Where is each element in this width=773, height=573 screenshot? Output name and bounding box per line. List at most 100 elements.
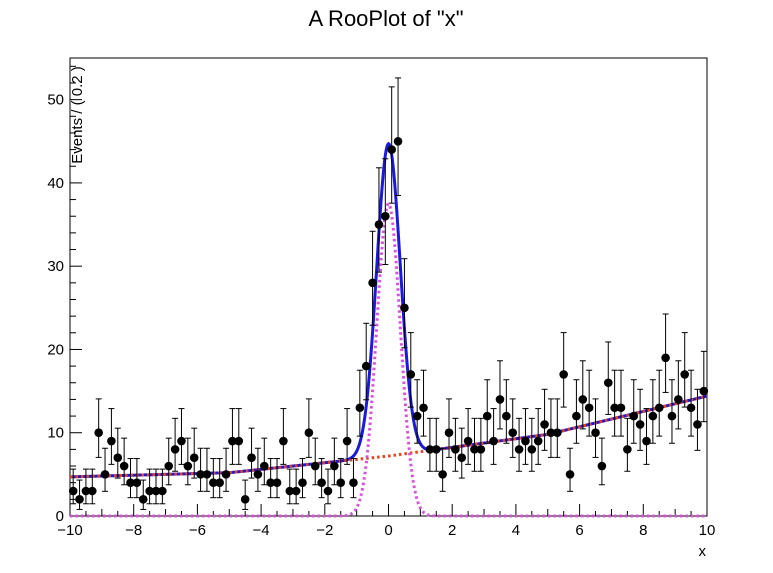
- data-marker: [209, 478, 218, 487]
- data-marker: [686, 403, 696, 413]
- data-marker: [699, 386, 709, 396]
- data-point: [349, 458, 358, 499]
- data-point: [540, 388, 549, 451]
- x-tick-label: 10: [699, 522, 716, 539]
- data-point: [170, 417, 180, 472]
- data-point: [240, 479, 250, 510]
- data-marker: [495, 395, 505, 404]
- data-marker: [597, 461, 607, 471]
- data-point: [508, 398, 518, 458]
- y-tick-label: 10: [47, 425, 64, 442]
- y-tick-label: 50: [47, 92, 64, 109]
- data-point: [533, 408, 543, 465]
- data-marker: [94, 428, 103, 438]
- x-axis-label: x: [699, 543, 707, 560]
- x-tick-label: 8: [639, 522, 647, 539]
- data-marker: [565, 470, 575, 479]
- data-point: [400, 258, 409, 349]
- data-marker: [623, 445, 632, 454]
- data-marker: [419, 403, 428, 413]
- data-marker: [259, 461, 269, 471]
- y-tick-label: 40: [47, 175, 64, 192]
- data-point: [495, 360, 505, 430]
- data-marker: [533, 436, 543, 446]
- data-point: [196, 447, 205, 492]
- data-point: [304, 398, 314, 458]
- data-point: [75, 479, 84, 510]
- data-marker: [355, 403, 365, 413]
- data-point: [279, 408, 288, 465]
- data-point: [610, 369, 619, 437]
- data-point: [393, 77, 403, 196]
- data-point: [336, 458, 346, 499]
- plot-frame-rect: [69, 57, 708, 517]
- data-point: [368, 230, 377, 326]
- data-marker: [674, 395, 683, 404]
- data-point: [87, 468, 97, 505]
- data-point: [355, 369, 365, 437]
- data-marker: [553, 428, 562, 438]
- data-point: [374, 167, 384, 273]
- data-marker: [279, 436, 288, 446]
- data-marker: [247, 453, 256, 463]
- plot-frame: [69, 57, 708, 517]
- data-marker: [648, 411, 658, 421]
- data-marker: [546, 428, 556, 438]
- x-tick-label: −10: [57, 522, 82, 539]
- data-point: [81, 468, 91, 505]
- data-marker: [457, 453, 467, 463]
- data-point: [699, 350, 709, 423]
- data-marker: [425, 445, 435, 454]
- data-point: [521, 408, 530, 465]
- data-point: [635, 388, 645, 451]
- data-point: [463, 408, 473, 465]
- data-marker: [559, 370, 568, 379]
- data-marker: [342, 436, 352, 446]
- data-point: [253, 447, 263, 492]
- data-point: [189, 427, 199, 479]
- data-point: [667, 379, 677, 444]
- data-marker: [521, 436, 530, 446]
- data-marker: [266, 478, 275, 487]
- data-marker: [304, 428, 314, 438]
- data-marker: [158, 486, 167, 496]
- data-point: [247, 427, 256, 479]
- data-marker: [177, 436, 186, 446]
- data-point: [616, 369, 626, 437]
- data-point: [119, 437, 129, 486]
- data-marker: [240, 495, 250, 504]
- data-marker: [126, 478, 135, 487]
- x-tick-label: 2: [448, 522, 456, 539]
- data-point: [151, 468, 161, 505]
- data-point: [412, 379, 422, 444]
- data-marker: [642, 436, 651, 446]
- data-point: [597, 437, 607, 486]
- data-point: [272, 458, 282, 499]
- data-point: [546, 398, 556, 458]
- data-marker: [68, 486, 78, 496]
- data-point: [527, 417, 537, 472]
- data-point: [381, 158, 390, 266]
- data-marker: [584, 403, 594, 413]
- data-marker: [470, 445, 479, 454]
- data-marker: [610, 403, 619, 413]
- data-marker: [635, 420, 645, 429]
- data-point: [444, 398, 454, 458]
- data-marker: [330, 461, 339, 471]
- data-point: [259, 437, 269, 486]
- data-marker: [75, 495, 84, 504]
- pdf-curves: [69, 141, 708, 518]
- data-marker: [482, 411, 492, 421]
- data-marker: [654, 403, 664, 413]
- data-point: [693, 388, 702, 451]
- data-marker: [323, 486, 333, 496]
- data-point: [202, 447, 212, 492]
- data-point: [489, 408, 498, 465]
- data-point: [228, 408, 237, 465]
- data-marker: [527, 445, 537, 454]
- data-marker: [164, 461, 174, 471]
- data-point: [406, 332, 416, 408]
- data-marker: [489, 436, 498, 446]
- data-point: [361, 322, 371, 401]
- data-marker: [196, 470, 205, 479]
